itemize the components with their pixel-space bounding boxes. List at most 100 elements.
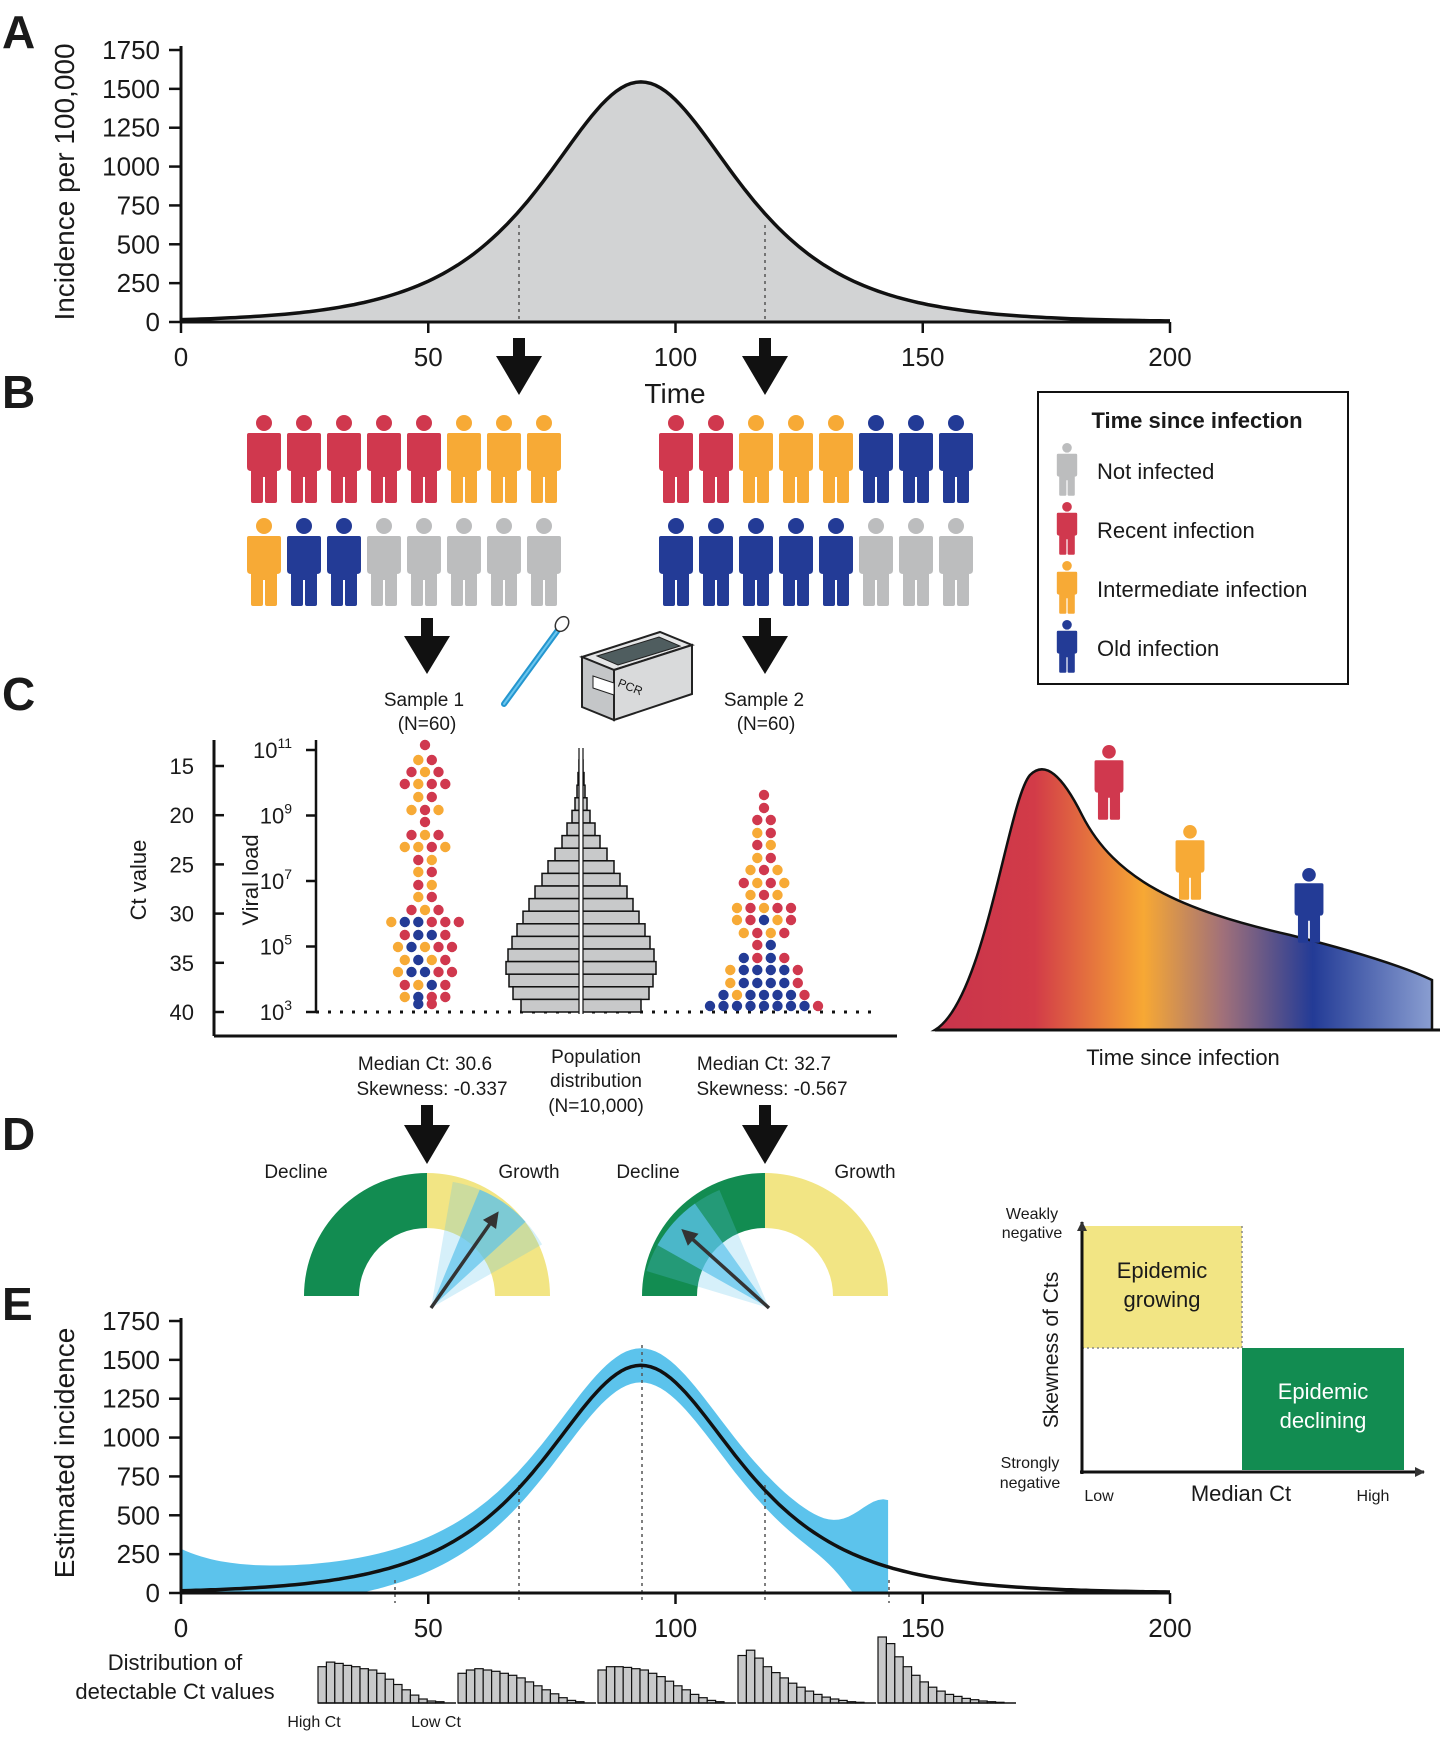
panel-label-b: B: [2, 366, 35, 418]
sample-dot: [413, 891, 424, 903]
pop-label-1: Population: [551, 1047, 641, 1068]
histogram-bar: [317, 1666, 327, 1704]
gauge-1-decline: Decline: [264, 1162, 327, 1183]
y-tick-label: 1000: [102, 152, 160, 182]
viral-load-tick-label: 105: [260, 932, 292, 960]
sample-dot: [433, 904, 444, 916]
histogram-bar: [944, 1693, 955, 1704]
sample-dot: [785, 989, 797, 1001]
histogram-bar: [745, 1649, 756, 1704]
y-tick-label: 750: [117, 1461, 160, 1491]
low-label: Low: [1084, 1488, 1114, 1505]
sample-dot: [752, 939, 763, 951]
y-tick-label: 500: [117, 229, 160, 259]
sample-dot: [399, 778, 410, 790]
sample-1-label: Sample 1: [384, 690, 464, 711]
legend-title: Time since infection: [1091, 408, 1302, 433]
histogram-bar: [927, 1686, 938, 1704]
sample-dot: [765, 852, 776, 864]
sample-dot: [406, 966, 417, 978]
sample-dot: [413, 979, 424, 991]
sample-dot: [792, 977, 803, 989]
histogram-bar: [804, 1690, 815, 1704]
sample-dot: [419, 904, 431, 916]
sample-dot: [758, 864, 770, 876]
sample-dot: [738, 952, 749, 964]
histogram-bar: [796, 1686, 806, 1704]
person-icon: [527, 518, 561, 606]
sample-dot: [779, 927, 790, 939]
dist-label-2: detectable Ct values: [75, 1679, 274, 1704]
sample-dot: [426, 954, 437, 966]
sample-2-dots: [704, 789, 824, 1012]
viral-load-tick-label: 109: [260, 801, 292, 829]
median-ct-2: Median Ct: 32.7: [697, 1054, 831, 1075]
sample-dot: [758, 902, 770, 914]
histogram-bar: [605, 1666, 616, 1704]
sample-dot: [772, 989, 783, 1001]
sample-dot: [413, 754, 424, 766]
ct-distribution-histograms: [317, 1636, 1016, 1704]
histogram-bar: [698, 1697, 708, 1704]
x-tick-label: 100: [654, 342, 697, 372]
histogram-bar: [409, 1694, 420, 1704]
histogram-bar: [919, 1681, 929, 1704]
incidence-curve: [180, 80, 1170, 323]
skewness-axis-label: Skewness of Cts: [1040, 1272, 1063, 1428]
sample-dot: [765, 939, 776, 951]
histogram-bar: [367, 1669, 378, 1704]
sample-dot: [752, 952, 763, 964]
sample-dot: [799, 989, 810, 1001]
sample-dot: [440, 778, 451, 790]
sample-dot: [772, 914, 783, 926]
ct-histogram: [877, 1636, 1016, 1704]
histogram-bar: [787, 1682, 798, 1704]
sample-dot: [440, 991, 451, 1003]
person-icon: [327, 518, 361, 606]
sample-dot: [426, 778, 437, 790]
histogram-bar: [351, 1666, 361, 1704]
kinetics-people: [1094, 745, 1324, 943]
sample-dot: [765, 977, 776, 989]
person-icon: [699, 518, 733, 606]
histogram-bar: [549, 1693, 560, 1704]
histogram-bar: [936, 1690, 946, 1704]
sample-dot: [779, 877, 790, 889]
x-tick-label: 150: [901, 342, 944, 372]
high-ct-label: High Ct: [287, 1714, 341, 1731]
person-icon: [1056, 620, 1078, 673]
sample-dot: [752, 977, 763, 989]
sample-dot: [772, 902, 783, 914]
y-ticks-e: 0 250 500 750 1000 1250 1500 1750: [102, 1306, 181, 1608]
ct-histogram: [317, 1661, 456, 1704]
person-icon: [287, 415, 321, 503]
sample-dot: [392, 966, 404, 978]
sample-dot: [745, 989, 756, 1001]
histogram-bar: [672, 1685, 683, 1704]
sample-dot: [426, 929, 437, 941]
y-tick-label: 1250: [102, 113, 160, 143]
y-tick-label: 0: [146, 1578, 160, 1608]
histogram-bar: [910, 1674, 921, 1704]
person-icon: [247, 415, 281, 503]
histogram-bar: [532, 1685, 543, 1704]
panel-c-chart: 15 20 25 30 35 40 1011 109 107 105 103 Ct value V…: [126, 735, 897, 1038]
histogram-bar: [516, 1677, 526, 1704]
gauge-uncertainty-fan: [431, 1189, 526, 1308]
viral-kinetics-curve: [930, 768, 1440, 1032]
histogram-bar: [376, 1672, 386, 1704]
person-icon: [819, 415, 853, 503]
histogram-bar: [877, 1636, 887, 1704]
tsi-axis-label: Time since infection: [1086, 1045, 1280, 1070]
sample-dot: [765, 964, 776, 976]
person-icon: [659, 415, 693, 503]
sample-dot: [399, 916, 410, 928]
ct-ticks: 15 20 25 30 35 40: [170, 754, 224, 1025]
growing-region: [1082, 1226, 1242, 1348]
histogram-bar: [762, 1666, 773, 1704]
person-icon: [659, 518, 693, 606]
x-tick-label: 200: [1148, 1613, 1191, 1643]
sample-dot: [731, 989, 743, 1001]
histogram-bar: [334, 1662, 344, 1704]
y-tick-label: 0: [146, 307, 160, 337]
